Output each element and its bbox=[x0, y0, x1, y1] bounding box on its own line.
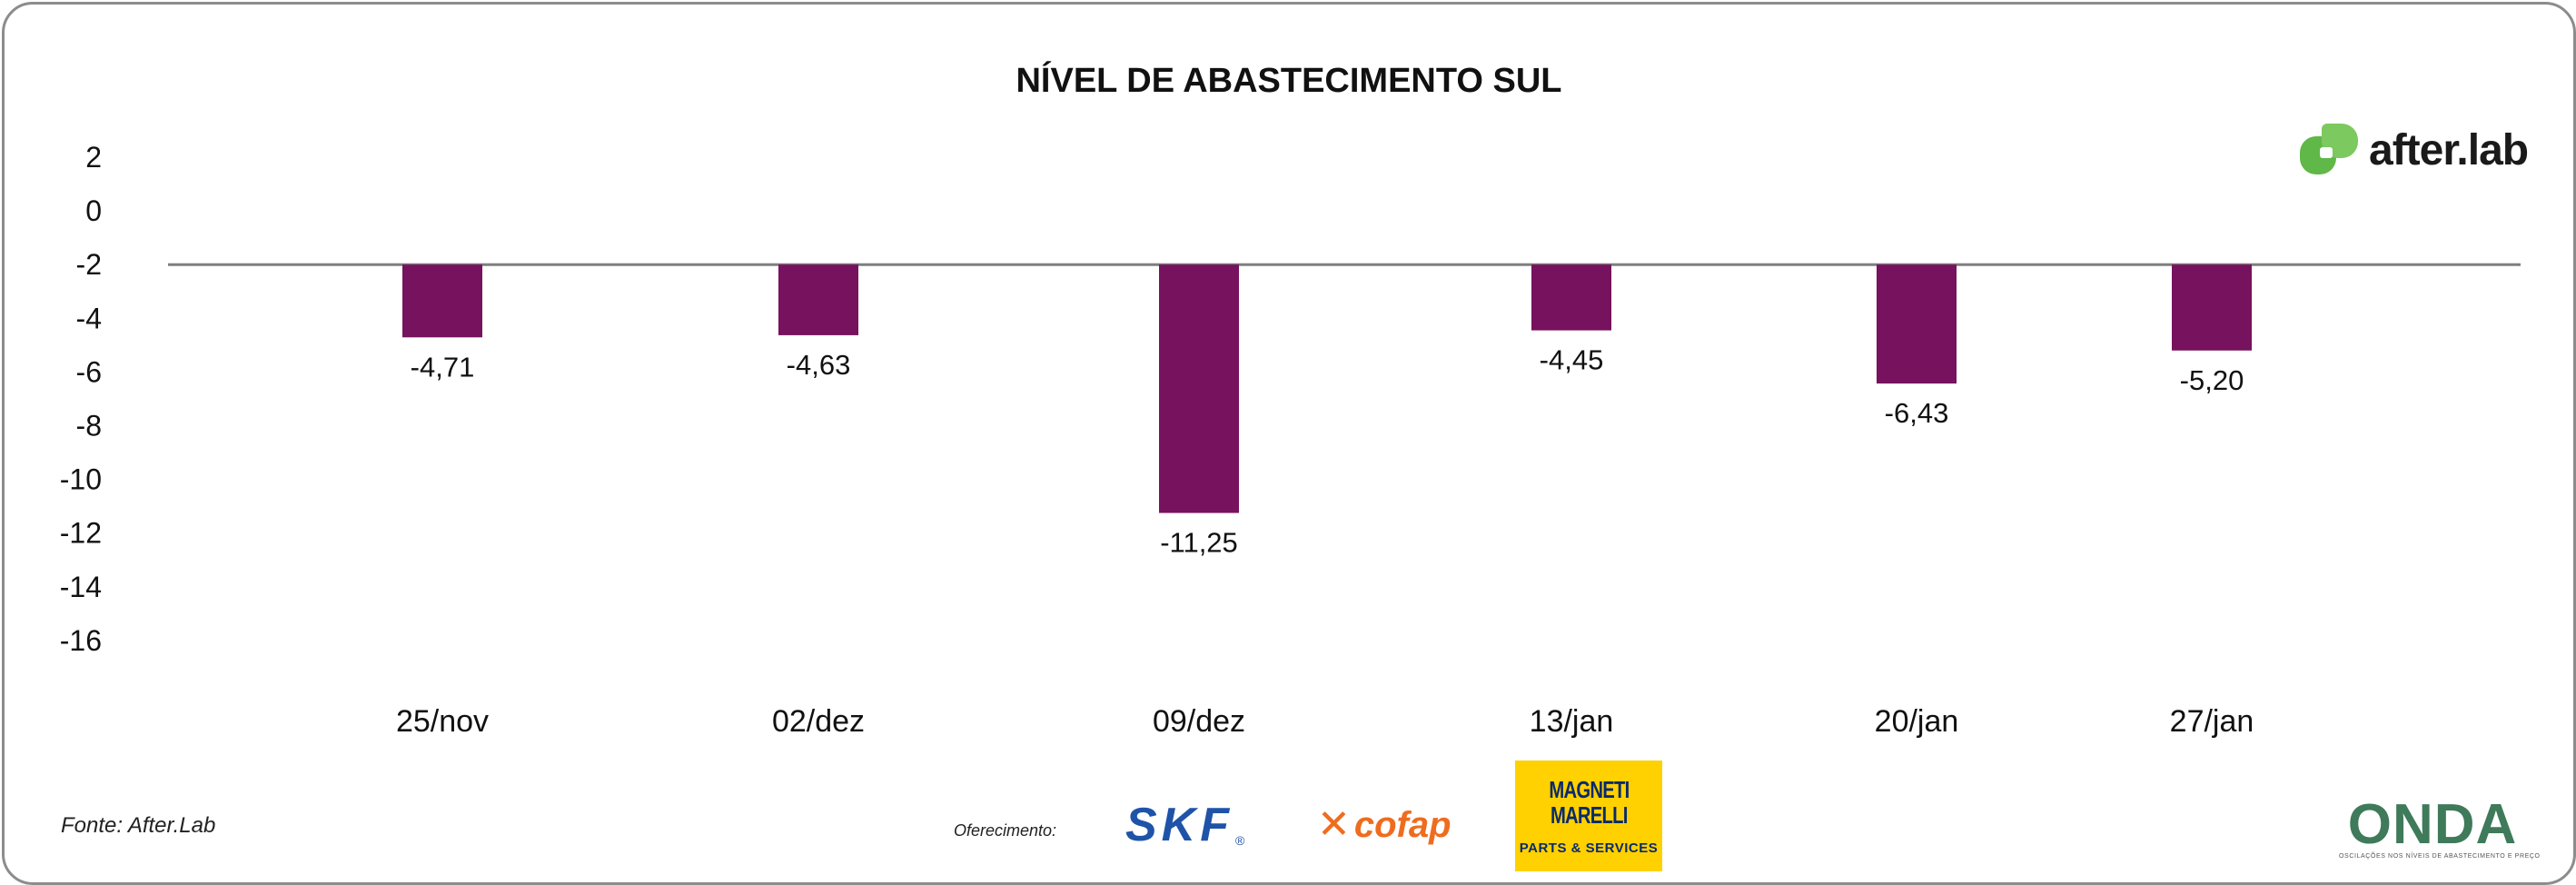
data-label: -11,25 bbox=[1160, 527, 1238, 559]
bar bbox=[778, 264, 858, 335]
bar bbox=[402, 264, 482, 338]
x-axis-ticks: 25/nov 02/dez 09/dez 13/jan 20/jan 27/jan bbox=[396, 704, 2254, 739]
data-label: -4,71 bbox=[411, 351, 475, 383]
data-labels: -4,71 -4,63 -11,25 -4,45 -6,43 -5,20 bbox=[411, 344, 2244, 559]
y-tick-label: -4 bbox=[76, 302, 102, 334]
bar bbox=[1531, 264, 1611, 331]
onda-logo-subtitle: OSCILAÇÕES NOS NÍVEIS DE ABASTECIMENTO E… bbox=[2339, 853, 2541, 860]
magneti-marelli-sub: PARTS & SERVICES bbox=[1519, 840, 1659, 856]
skf-logo: SKF ® bbox=[1125, 799, 1245, 851]
chart-title: NÍVEL DE ABASTECIMENTO SUL bbox=[1016, 60, 1561, 100]
bars bbox=[402, 264, 2252, 513]
bar bbox=[1877, 264, 1957, 384]
data-label: -4,45 bbox=[1540, 344, 1604, 376]
afterlab-logo: after.lab bbox=[2300, 121, 2529, 179]
y-tick-label: -12 bbox=[60, 517, 102, 550]
x-tick-label: 09/dez bbox=[1153, 704, 1245, 739]
y-tick-label: -14 bbox=[60, 571, 102, 603]
magneti-marelli-line1: MAGNETI bbox=[1548, 775, 1630, 803]
bar-chart: NÍVEL DE ABASTECIMENTO SUL 2 0 -2 -4 -6 -8 -10… bbox=[60, 60, 2521, 739]
data-label: -6,43 bbox=[1885, 397, 1949, 429]
skf-logo-text: SKF bbox=[1125, 799, 1234, 851]
magneti-marelli-line2: MARELLI bbox=[1550, 800, 1628, 829]
cofap-logo: ✕ cofap bbox=[1317, 802, 1451, 848]
afterlab-logo-text: after.lab bbox=[2369, 125, 2529, 174]
bar bbox=[1159, 264, 1239, 513]
data-label: -4,63 bbox=[787, 349, 851, 381]
afterlab-mark-icon bbox=[2300, 124, 2362, 176]
cofap-mark-icon: ✕ bbox=[1317, 802, 1351, 847]
y-tick-label: -6 bbox=[76, 355, 102, 388]
x-tick-label: 25/nov bbox=[396, 704, 489, 739]
y-tick-label: -16 bbox=[60, 624, 102, 657]
onda-logo: ONDA OSCILAÇÕES NOS NÍVEIS DE ABASTECIME… bbox=[2339, 793, 2541, 860]
x-tick-label: 27/jan bbox=[2170, 704, 2254, 739]
source-note: Fonte: After.Lab bbox=[61, 813, 216, 838]
skf-registered-mark: ® bbox=[1235, 833, 1245, 848]
magneti-marelli-logo: MAGNETI MARELLI PARTS & SERVICES bbox=[1515, 761, 1662, 871]
y-tick-label: 2 bbox=[85, 141, 102, 174]
x-tick-label: 02/dez bbox=[772, 704, 865, 739]
data-label: -5,20 bbox=[2180, 364, 2244, 396]
onda-logo-text: ONDA bbox=[2347, 793, 2518, 856]
cofap-logo-text: cofap bbox=[1353, 805, 1451, 845]
y-tick-label: -2 bbox=[76, 248, 102, 281]
x-tick-label: 20/jan bbox=[1875, 704, 1959, 739]
sponsor-label: Oferecimento: bbox=[954, 821, 1057, 840]
y-axis-ticks: 2 0 -2 -4 -6 -8 -10 -12 -14 -16 bbox=[60, 141, 102, 657]
bar bbox=[2172, 264, 2252, 351]
y-tick-label: -8 bbox=[76, 410, 102, 442]
y-tick-label: 0 bbox=[85, 194, 102, 227]
x-tick-label: 13/jan bbox=[1530, 704, 1614, 739]
y-tick-label: -10 bbox=[60, 463, 102, 496]
